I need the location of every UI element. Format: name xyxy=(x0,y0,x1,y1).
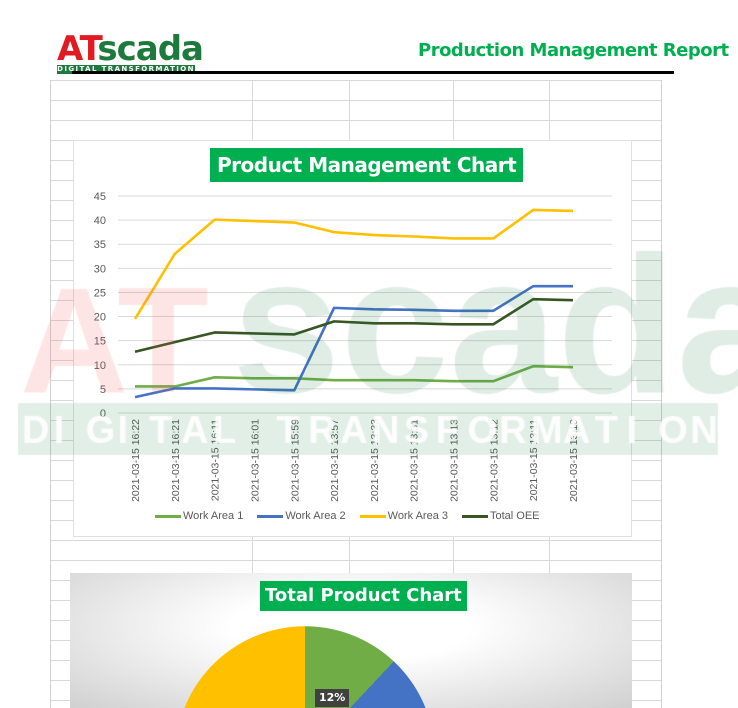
y-tick-label: 45 xyxy=(94,191,106,203)
pie-chart-title: Total Product Chart xyxy=(260,581,467,611)
legend-swatch xyxy=(155,514,181,518)
y-tick-label: 5 xyxy=(100,384,106,396)
legend-label: Work Area 1 xyxy=(183,510,244,522)
y-tick-label: 20 xyxy=(94,312,106,324)
x-tick-label: 2021-03-15 13:33 xyxy=(369,419,381,502)
legend-swatch xyxy=(257,514,284,518)
y-tick-label: 10 xyxy=(94,360,106,372)
series-line-work-area-1 xyxy=(135,364,574,388)
y-tick-label: 15 xyxy=(94,336,106,348)
pie-data-label: 12% xyxy=(315,689,350,707)
legend-item: Total OEE xyxy=(461,510,540,523)
x-tick-label: 2021-03-15 15:59 xyxy=(289,419,301,502)
x-tick-label: 2021-03-15 13:10 xyxy=(568,419,580,502)
x-tick-label: 2021-03-15 13:31 xyxy=(409,419,421,502)
x-tick-label: 2021-03-15 16:01 xyxy=(249,419,261,502)
x-tick-label: 2021-03-15 13:11 xyxy=(528,419,540,501)
pie-slice xyxy=(175,626,435,708)
y-tick-label: 25 xyxy=(94,287,106,299)
x-tick-label: 2021-03-15 13:13 xyxy=(449,419,461,502)
legend-swatch xyxy=(359,514,386,518)
x-tick-label: 2021-03-15 13:12 xyxy=(488,419,500,502)
x-tick-label: 2021-03-15 16:21 xyxy=(170,419,182,502)
legend-swatch xyxy=(461,514,488,518)
x-tick-label: 2021-03-15 16:22 xyxy=(130,419,142,502)
legend-label: Total OEE xyxy=(489,510,540,522)
y-tick-label: 40 xyxy=(94,215,106,227)
x-tick-label: 2021-03-15 13:57 xyxy=(329,419,341,502)
legend-label: Work Area 2 xyxy=(285,510,346,522)
y-tick-label: 0 xyxy=(100,408,106,420)
chart-legend: Work Area 1 Work Area 2 Work Area 3 Total O… xyxy=(155,510,540,523)
legend-item: Work Area 3 xyxy=(359,510,448,523)
legend-item: Work Area 2 xyxy=(257,510,346,523)
legend-item: Work Area 1 xyxy=(155,510,243,523)
y-tick-label: 30 xyxy=(94,263,106,275)
line-chart: 0 5 10 15 20 25 30 35 40 45 2021-03-15 16:22 2021-0… xyxy=(94,191,612,502)
y-tick-label: 35 xyxy=(94,239,106,251)
x-tick-label: 2021-03-15 16:11 xyxy=(210,419,222,501)
legend-label: Work Area 3 xyxy=(387,510,448,522)
series-line-total-oee xyxy=(134,297,574,354)
